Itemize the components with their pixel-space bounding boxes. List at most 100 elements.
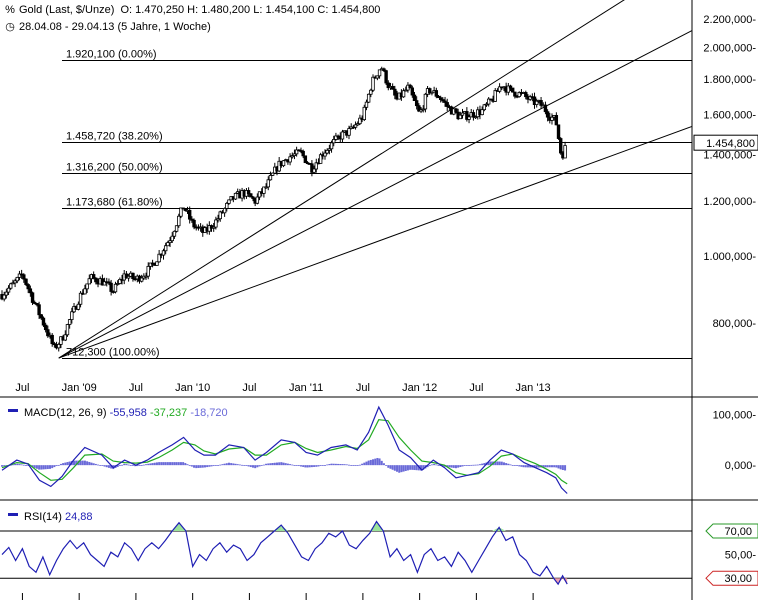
candle-body xyxy=(170,235,174,242)
candle-body xyxy=(390,86,395,90)
candle-body xyxy=(358,117,362,125)
macd-histogram-bar xyxy=(428,465,431,466)
macd-histogram-bar xyxy=(348,464,351,466)
candle-body xyxy=(353,124,358,128)
macd-histogram-bar xyxy=(548,465,551,468)
candle-body xyxy=(535,100,539,106)
price-tick-label: 1.800,000- xyxy=(703,74,756,86)
macd-histogram-bar xyxy=(463,465,466,466)
macd-histogram-bar xyxy=(33,465,36,468)
trend-fan-line xyxy=(58,30,693,359)
candle-body xyxy=(33,302,37,304)
candle-body xyxy=(417,105,421,112)
macd-histogram-bar xyxy=(182,462,185,466)
rsi-legend-item: 24,88 xyxy=(62,511,93,523)
macd-histogram-bar xyxy=(557,465,560,469)
macd-legend-item: -37,237 xyxy=(147,407,187,419)
candle-body xyxy=(532,96,537,106)
macd-histogram-bar xyxy=(22,464,25,466)
macd-histogram-bar xyxy=(529,465,532,468)
chart-type-icon[interactable]: % xyxy=(5,4,15,16)
macd-histogram-bar xyxy=(145,464,148,466)
macd-histogram-bar xyxy=(564,465,567,471)
macd-histogram-bar xyxy=(354,465,357,466)
candle-body xyxy=(11,282,15,285)
macd-histogram-bar xyxy=(544,465,547,468)
macd-histogram-bar xyxy=(219,464,222,466)
macd-histogram-bar xyxy=(234,463,237,466)
candle-body xyxy=(183,208,188,211)
candle-body xyxy=(366,93,371,103)
macd-histogram-bar xyxy=(365,461,368,466)
macd-histogram-bar xyxy=(127,464,130,466)
macd-histogram-bar xyxy=(101,465,104,466)
macd-histogram-bar xyxy=(516,465,519,466)
candle-body xyxy=(4,291,9,296)
macd-histogram-bar xyxy=(64,462,67,466)
candle-body xyxy=(310,163,314,173)
macd-histogram-bar xyxy=(537,465,540,468)
macd-histogram-bar xyxy=(190,465,193,467)
candle-body xyxy=(384,70,388,84)
candle-body xyxy=(277,160,281,172)
candle-body xyxy=(181,207,185,210)
candle-body xyxy=(428,88,432,94)
macd-histogram-bar xyxy=(304,465,307,468)
candle-body xyxy=(334,135,338,140)
macd-histogram-bar xyxy=(3,465,6,467)
macd-histogram-bar xyxy=(254,465,257,469)
candle-body xyxy=(28,288,33,294)
candle-body xyxy=(556,124,561,139)
candle-body xyxy=(168,240,172,244)
macd-histogram-bar xyxy=(507,463,510,466)
candle-body xyxy=(78,292,83,305)
price-tick-label: 1.200,000- xyxy=(703,196,756,208)
macd-histogram-bar xyxy=(511,465,514,466)
fibonacci-level-label: 1.316,200 (50.00%) xyxy=(66,162,163,174)
candle-body xyxy=(30,292,35,303)
candle-body xyxy=(471,112,476,118)
macd-histogram-bar xyxy=(374,458,377,466)
macd-histogram-bar xyxy=(308,465,311,468)
candle-body xyxy=(508,85,513,89)
candle-body xyxy=(517,91,521,97)
macd-histogram-bar xyxy=(468,465,471,466)
macd-histogram-bar xyxy=(1,465,3,467)
macd-histogram-bar xyxy=(44,465,47,470)
macd-histogram-bar xyxy=(367,460,370,466)
macd-histogram-bar xyxy=(258,465,261,467)
macd-legend-item: MACD(12, 26, 9) xyxy=(24,407,107,419)
candle-body xyxy=(13,280,17,284)
candle-body xyxy=(292,153,297,157)
macd-histogram-bar xyxy=(413,465,416,471)
x-tick-label: Jul xyxy=(15,382,29,394)
macd-histogram-bar xyxy=(282,462,285,466)
candle-body xyxy=(218,211,222,220)
macd-histogram-bar xyxy=(90,462,93,466)
macd-histogram-bar xyxy=(526,465,529,468)
candle-body xyxy=(554,115,559,126)
candle-body xyxy=(356,123,360,126)
macd-histogram-bar xyxy=(345,464,348,466)
macd-histogram-bar xyxy=(387,465,390,468)
candle-body xyxy=(543,104,548,113)
candle-body xyxy=(214,219,218,228)
macd-histogram-bar xyxy=(208,465,211,467)
candle-body xyxy=(24,278,28,285)
candle-body xyxy=(59,336,63,345)
macd-histogram-bar xyxy=(66,462,69,466)
macd-histogram-bar xyxy=(518,465,521,467)
macd-histogram-bar xyxy=(400,465,403,473)
rsi-level-marker xyxy=(705,570,758,586)
macd-histogram-bar xyxy=(75,460,78,466)
candle-body xyxy=(190,218,194,221)
price-tick-label: 1.600,000- xyxy=(703,110,756,122)
candle-body xyxy=(510,87,515,93)
candle-body xyxy=(262,186,266,194)
candle-body xyxy=(443,100,447,103)
macd-histogram-bar xyxy=(426,465,429,468)
macd-histogram-bar xyxy=(46,465,49,470)
macd-histogram-bar xyxy=(171,462,174,466)
macd-histogram-bar xyxy=(321,465,324,466)
